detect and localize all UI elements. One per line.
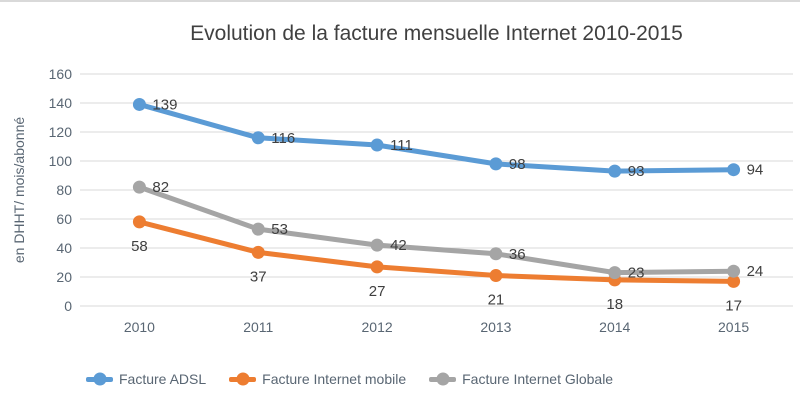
data-label: 58 xyxy=(131,238,148,255)
data-label: 37 xyxy=(250,268,267,285)
data-point-marker xyxy=(251,245,265,259)
x-axis-tick-label: 2014 xyxy=(599,319,630,335)
series-line-facture-adsl xyxy=(136,101,737,174)
data-label: 21 xyxy=(488,292,505,309)
data-point-marker xyxy=(608,164,622,178)
legend-item-facture-adsl: Facture ADSL xyxy=(86,371,206,387)
data-point-marker xyxy=(132,215,146,229)
data-label: 111 xyxy=(390,137,413,154)
legend-item-facture-internet-globale: Facture Internet Globale xyxy=(429,371,613,387)
data-point-marker xyxy=(132,180,146,194)
y-axis-tick-label: 100 xyxy=(49,153,73,169)
x-axis-tick-label: 2015 xyxy=(718,319,749,335)
y-axis-tick-label: 40 xyxy=(56,240,72,256)
legend-item-facture-internet-mobile: Facture Internet mobile xyxy=(229,371,406,387)
legend-label: Facture Internet mobile xyxy=(262,371,407,387)
legend-label: Facture Internet Globale xyxy=(462,371,614,387)
data-label: 18 xyxy=(606,296,623,313)
legend-line-dot-marker xyxy=(86,372,113,386)
data-point-marker xyxy=(727,274,741,288)
data-point-marker xyxy=(370,260,384,274)
y-axis-tick-label: 80 xyxy=(56,182,72,198)
data-label: 94 xyxy=(747,162,764,179)
y-axis-tick-label: 0 xyxy=(64,298,72,314)
y-axis-tick-label: 60 xyxy=(56,211,72,227)
data-label: 98 xyxy=(509,156,526,173)
data-point-marker xyxy=(727,163,741,177)
data-point-marker xyxy=(489,247,503,261)
data-label: 27 xyxy=(369,283,386,300)
data-label: 24 xyxy=(747,263,764,280)
data-point-marker xyxy=(489,157,503,171)
series-line-facture-internet-mobile xyxy=(136,219,737,284)
data-label: 93 xyxy=(628,163,645,180)
series-line-facture-internet-globale xyxy=(136,184,737,276)
data-label: 53 xyxy=(271,221,288,238)
data-label: 17 xyxy=(725,297,742,314)
data-point-marker xyxy=(370,138,384,152)
data-label: 23 xyxy=(628,265,645,282)
data-point-marker xyxy=(370,238,384,252)
legend-label: Facture ADSL xyxy=(119,371,207,387)
y-axis-tick-label: 20 xyxy=(56,269,72,285)
data-point-marker xyxy=(727,264,741,278)
x-axis-tick-label: 2013 xyxy=(480,319,511,335)
legend-line-dot-marker xyxy=(229,372,257,386)
x-axis-tick-label: 2012 xyxy=(362,319,393,335)
data-label: 82 xyxy=(152,179,169,196)
x-axis-tick-label: 2010 xyxy=(124,319,155,335)
legend-line-dot-marker xyxy=(429,372,457,386)
data-label: 42 xyxy=(390,237,407,254)
data-point-marker xyxy=(489,269,503,283)
y-axis-tick-label: 120 xyxy=(49,124,73,140)
data-point-marker xyxy=(132,97,146,111)
y-axis-tick-label: 140 xyxy=(49,95,73,111)
data-point-marker xyxy=(608,266,622,280)
chart-legend: Facture ADSL Facture Internet mobile Fac… xyxy=(86,371,613,387)
data-label: 139 xyxy=(152,96,177,113)
data-label: 116 xyxy=(271,130,295,147)
y-axis-tick-label: 160 xyxy=(49,66,73,82)
data-label: 36 xyxy=(509,246,526,263)
x-axis-tick-label: 2011 xyxy=(243,319,273,335)
data-point-marker xyxy=(251,222,265,236)
data-point-marker xyxy=(251,131,265,145)
chart-title: Evolution de la facture mensuelle Intern… xyxy=(190,22,683,45)
